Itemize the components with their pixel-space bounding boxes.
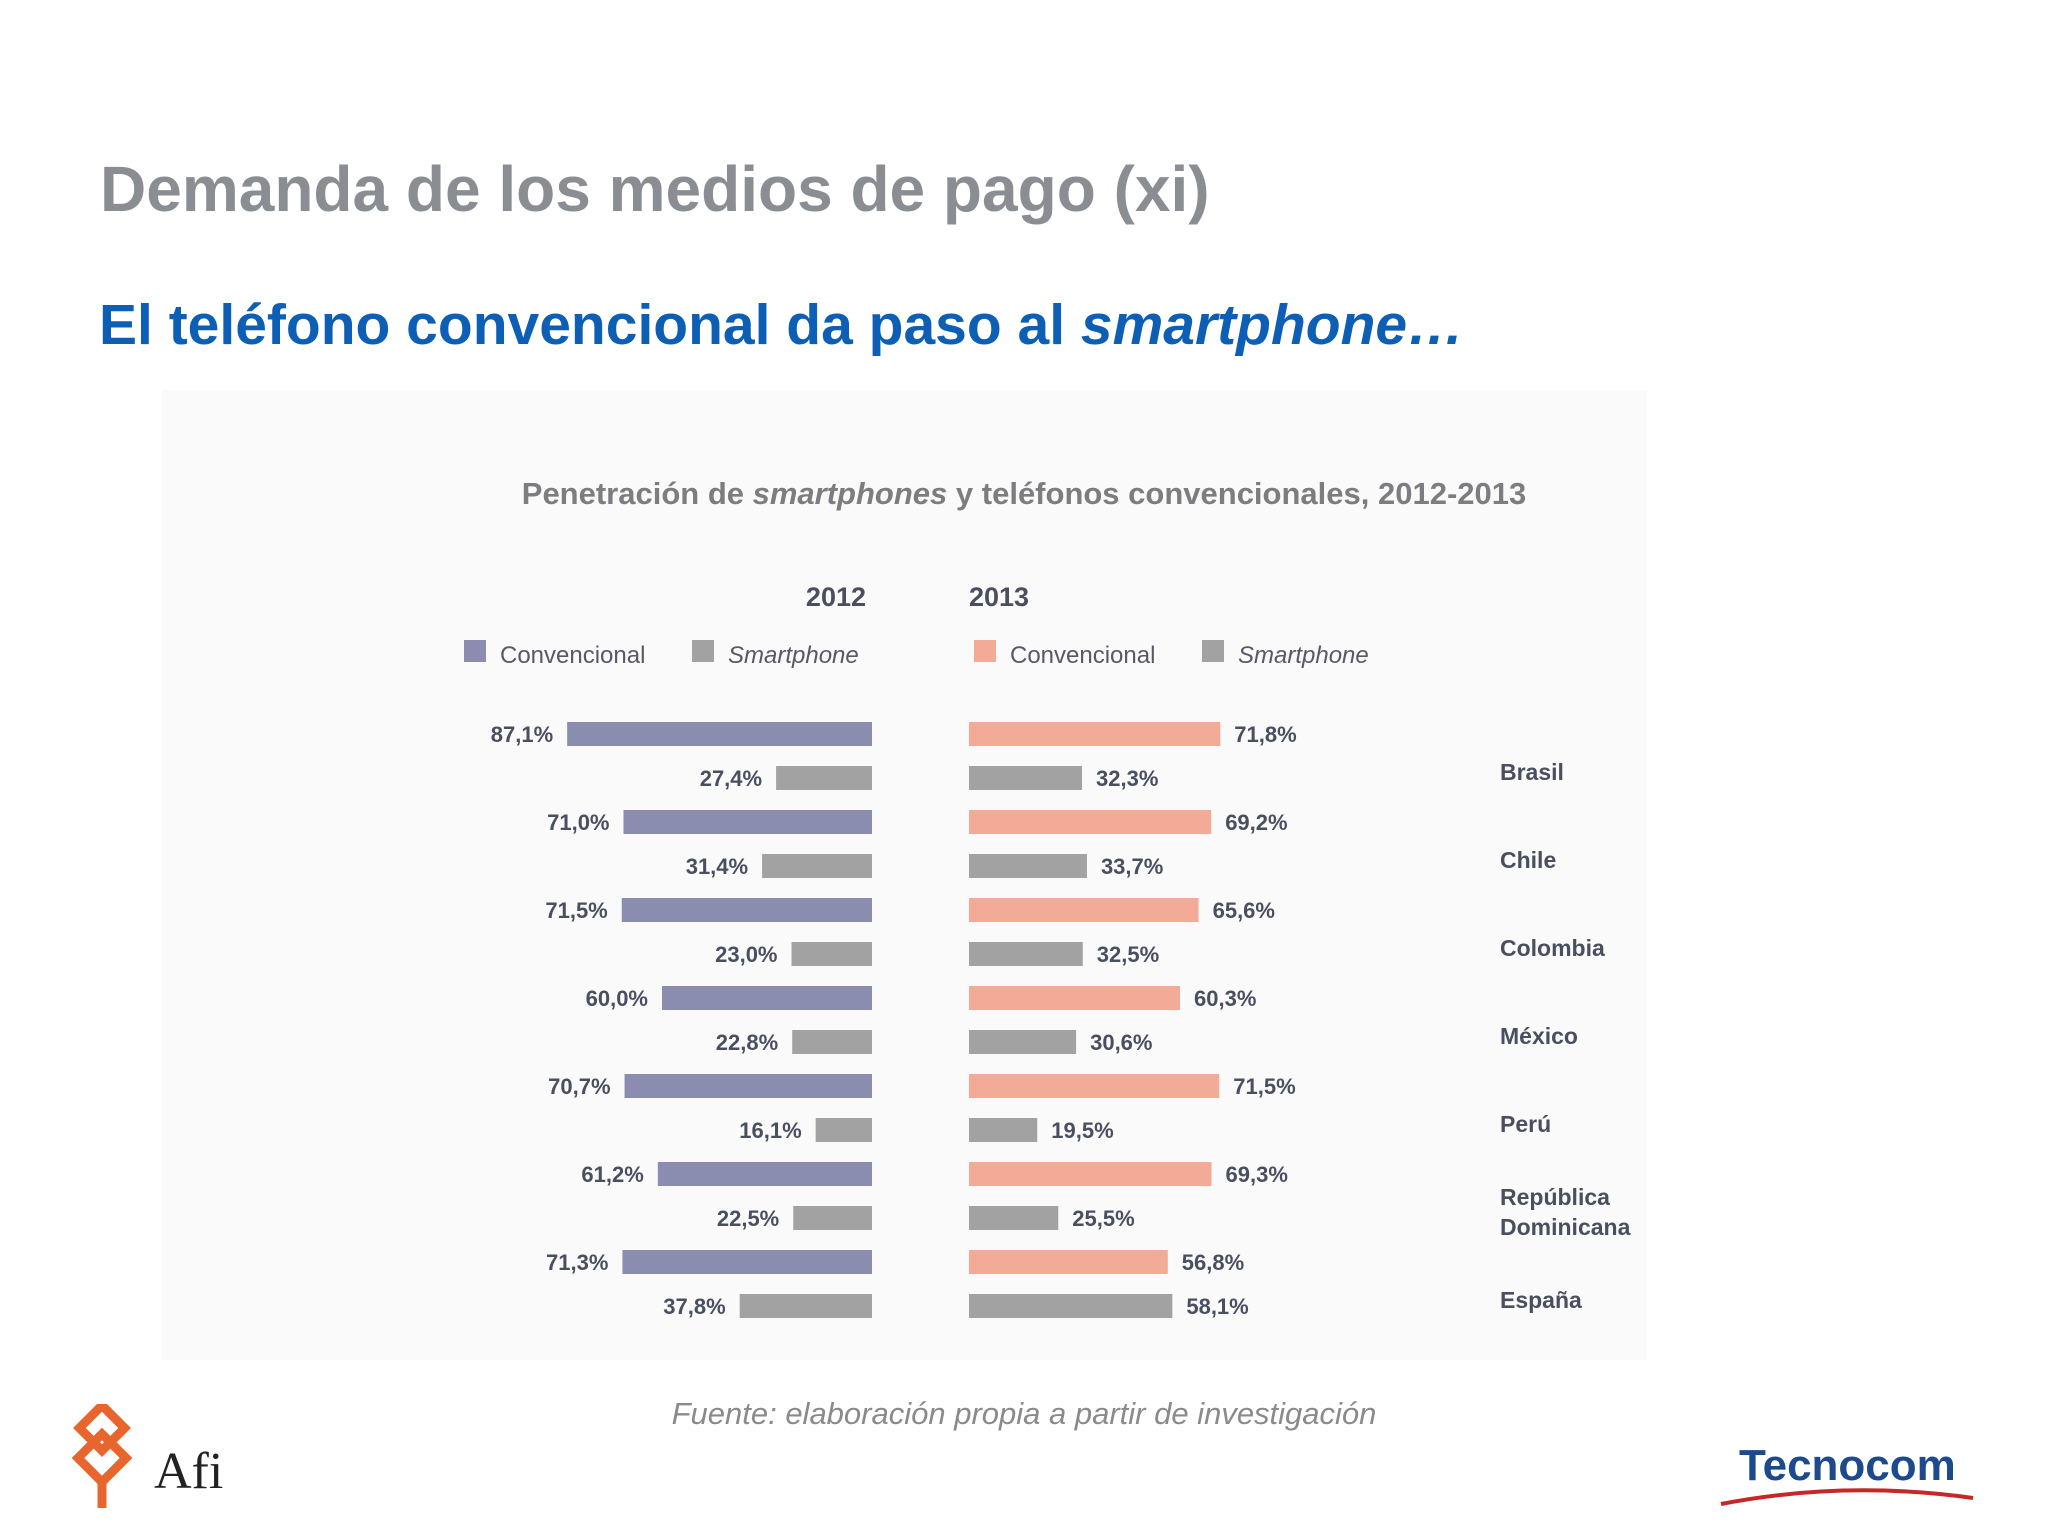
source-note: Fuente: elaboración propia a partir de i… [671, 1396, 1377, 1431]
value-label-2013-convencional-1: 69,2% [1225, 810, 1287, 835]
value-label-2013-convencional-3: 60,3% [1194, 986, 1256, 1011]
bar-2013-convencional-3 [969, 986, 1181, 1010]
value-label-2012-convencional-6: 71,3% [546, 1250, 608, 1275]
chart-title: Penetración de smartphones y teléfonos c… [0, 476, 2048, 512]
afi-logo-text: Afi [154, 1443, 223, 1500]
value-label-2012-smartphone-6: 37,8% [663, 1294, 725, 1319]
legend-label-2012-1: Smartphone [728, 642, 859, 669]
bar-2012-convencional-3 [662, 986, 872, 1010]
category-label-4: Perú [1500, 1111, 1551, 1137]
value-label-2013-smartphone-5: 25,5% [1072, 1206, 1134, 1231]
bar-2012-convencional-4 [624, 1074, 872, 1098]
value-label-2012-smartphone-2: 23,0% [715, 942, 777, 967]
afi-logo: Afi [71, 1404, 223, 1508]
legend-swatch-2012-0 [464, 640, 486, 662]
legend-swatch-2013-1 [1202, 640, 1224, 662]
category-label-0: Brasil [1500, 759, 1564, 785]
bar-2012-convencional-2 [621, 898, 872, 922]
value-label-2012-convencional-1: 71,0% [547, 810, 609, 835]
bar-2013-convencional-6 [969, 1250, 1168, 1274]
value-label-2012-smartphone-0: 27,4% [700, 766, 762, 791]
bar-2012-smartphone-4 [815, 1118, 872, 1142]
bar-2012-convencional-1 [623, 810, 872, 834]
value-label-2012-smartphone-4: 16,1% [739, 1118, 801, 1143]
chart-background-panel [162, 390, 1647, 1360]
chart-title-part1: Penetración de [521, 476, 753, 511]
legend-swatch-2013-0 [974, 640, 996, 662]
legend-label-2013-1: Smartphone [1238, 642, 1369, 669]
bar-2013-smartphone-2 [969, 942, 1083, 966]
chart-title-emphasis: smartphones [752, 476, 948, 511]
bar-2013-smartphone-0 [969, 766, 1083, 790]
panel-year-2012: 2012 [806, 582, 866, 612]
value-label-2013-smartphone-1: 33,7% [1101, 854, 1163, 879]
value-label-2013-smartphone-2: 32,5% [1097, 942, 1159, 967]
value-label-2013-convencional-5: 69,3% [1226, 1162, 1288, 1187]
value-label-2013-convencional-4: 71,5% [1233, 1074, 1295, 1099]
bar-2013-smartphone-5 [969, 1206, 1059, 1230]
bar-2012-smartphone-5 [793, 1206, 872, 1230]
category-label-5-1: Dominicana [1500, 1214, 1631, 1240]
bar-2012-convencional-5 [657, 1162, 872, 1186]
bar-2012-convencional-6 [622, 1250, 872, 1274]
slide-subtitle-emphasis: smartphone… [1080, 293, 1465, 357]
tecnocom-swoosh-icon [1720, 1488, 1974, 1506]
bar-2013-smartphone-6 [969, 1294, 1173, 1318]
bar-2013-smartphone-4 [969, 1118, 1038, 1142]
value-label-2013-convencional-0: 71,8% [1234, 722, 1296, 747]
category-label-6: España [1500, 1287, 1582, 1313]
legend-label-2012-0: Convencional [500, 642, 645, 669]
afi-emblem-icon [71, 1404, 133, 1508]
bar-2013-smartphone-1 [969, 854, 1087, 878]
tecnocom-logo: Tecnocom [1720, 1441, 1974, 1506]
bar-2012-smartphone-6 [739, 1294, 872, 1318]
value-label-2013-smartphone-4: 19,5% [1051, 1118, 1113, 1143]
value-label-2013-smartphone-0: 32,3% [1096, 766, 1158, 791]
value-label-2013-convencional-6: 56,8% [1182, 1250, 1244, 1275]
bar-2013-convencional-1 [969, 810, 1212, 834]
value-label-2013-convencional-2: 65,6% [1213, 898, 1275, 923]
chart-title-part3: y teléfonos convencionales, 2012-2013 [947, 476, 1527, 511]
legend-label-2013-0: Convencional [1010, 642, 1155, 669]
bar-2013-convencional-5 [969, 1162, 1212, 1186]
category-label-5-0: República [1500, 1184, 1610, 1210]
bar-2013-convencional-0 [969, 722, 1221, 746]
value-label-2012-convencional-3: 60,0% [586, 986, 648, 1011]
bar-2013-smartphone-3 [969, 1030, 1077, 1054]
legend-swatch-2012-1 [692, 640, 714, 662]
value-label-2013-smartphone-6: 58,1% [1186, 1294, 1248, 1319]
category-label-1: Chile [1500, 847, 1556, 873]
value-label-2012-convencional-2: 71,5% [545, 898, 607, 923]
bar-2012-smartphone-2 [791, 942, 872, 966]
slide-subtitle-main: El teléfono convencional da paso al [99, 293, 1081, 357]
slide-title: Demanda de los medios de pago (xi) [100, 153, 1210, 225]
value-label-2012-convencional-4: 70,7% [548, 1074, 610, 1099]
panel-year-2013: 2013 [969, 582, 1029, 612]
value-label-2012-convencional-5: 61,2% [581, 1162, 643, 1187]
slide-subtitle: El teléfono convencional da paso al smar… [99, 292, 1464, 358]
tecnocom-logo-text: Tecnocom [1739, 1441, 1956, 1490]
bar-2012-smartphone-1 [762, 854, 872, 878]
bar-2012-smartphone-0 [776, 766, 872, 790]
bar-2012-convencional-0 [567, 722, 872, 746]
value-label-2012-convencional-0: 87,1% [491, 722, 553, 747]
value-label-2012-smartphone-5: 22,5% [717, 1206, 779, 1231]
value-label-2013-smartphone-3: 30,6% [1090, 1030, 1152, 1055]
value-label-2012-smartphone-1: 31,4% [686, 854, 748, 879]
category-label-2: Colombia [1500, 935, 1605, 961]
bar-2012-smartphone-3 [792, 1030, 872, 1054]
value-label-2012-smartphone-3: 22,8% [716, 1030, 778, 1055]
category-label-3: México [1500, 1023, 1578, 1049]
bar-2013-convencional-2 [969, 898, 1199, 922]
bar-2013-convencional-4 [969, 1074, 1220, 1098]
